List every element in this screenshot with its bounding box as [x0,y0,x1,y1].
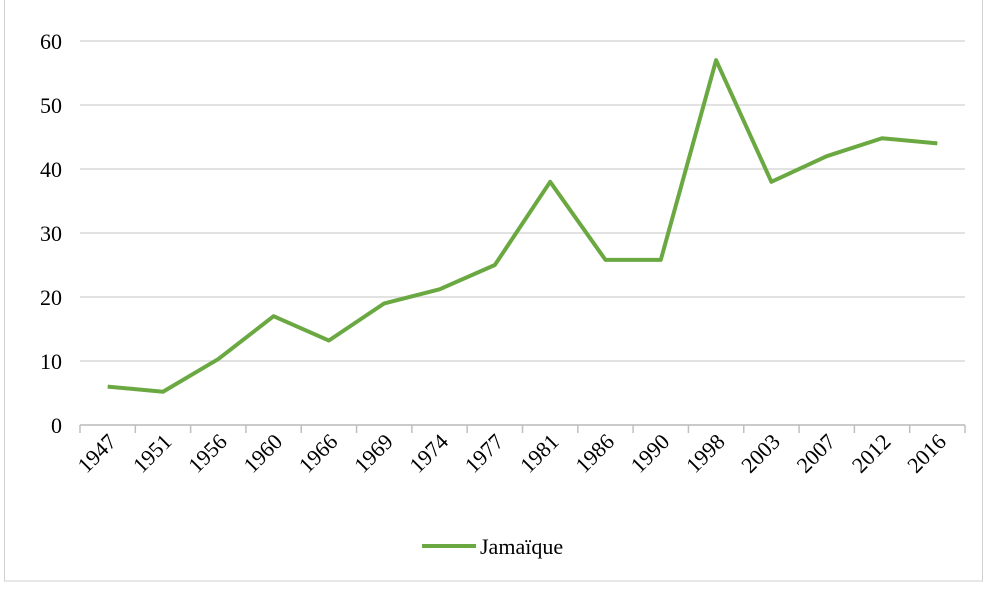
chart-border [4,0,983,582]
legend-label: Jamaïque [480,534,563,559]
y-tick-label: 50 [40,93,62,118]
y-tick-label: 30 [40,221,62,246]
data-line [107,58,938,394]
y-tick-label: 60 [40,29,62,54]
y-tick-label: 20 [40,285,62,310]
y-tick-label: 40 [40,157,62,182]
y-tick-label: 10 [40,349,62,374]
y-tick-label: 0 [51,413,62,438]
